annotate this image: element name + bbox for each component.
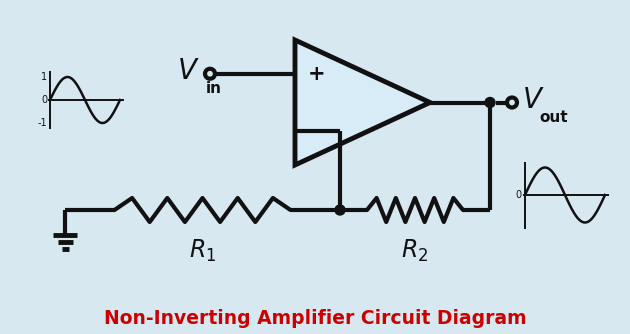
Text: $\mathbf{\it{V}}$: $\mathbf{\it{V}}$ (178, 57, 200, 85)
Polygon shape (295, 40, 430, 165)
Text: $R_2$: $R_2$ (401, 238, 428, 264)
Text: 0: 0 (516, 190, 522, 200)
Text: 1: 1 (41, 72, 47, 82)
Text: in: in (206, 81, 222, 96)
Circle shape (507, 98, 517, 108)
Text: −: − (307, 119, 328, 143)
Circle shape (335, 205, 345, 215)
Text: $\mathbf{\it{V}}$: $\mathbf{\it{V}}$ (522, 86, 544, 114)
Text: Non-Inverting Amplifier Circuit Diagram: Non-Inverting Amplifier Circuit Diagram (104, 309, 526, 328)
Circle shape (205, 69, 215, 79)
Text: out: out (539, 110, 568, 125)
Text: -1: -1 (37, 118, 47, 128)
Text: 0: 0 (41, 95, 47, 105)
Circle shape (485, 98, 495, 108)
Text: +: + (308, 64, 326, 84)
Text: $R_1$: $R_1$ (189, 238, 216, 264)
